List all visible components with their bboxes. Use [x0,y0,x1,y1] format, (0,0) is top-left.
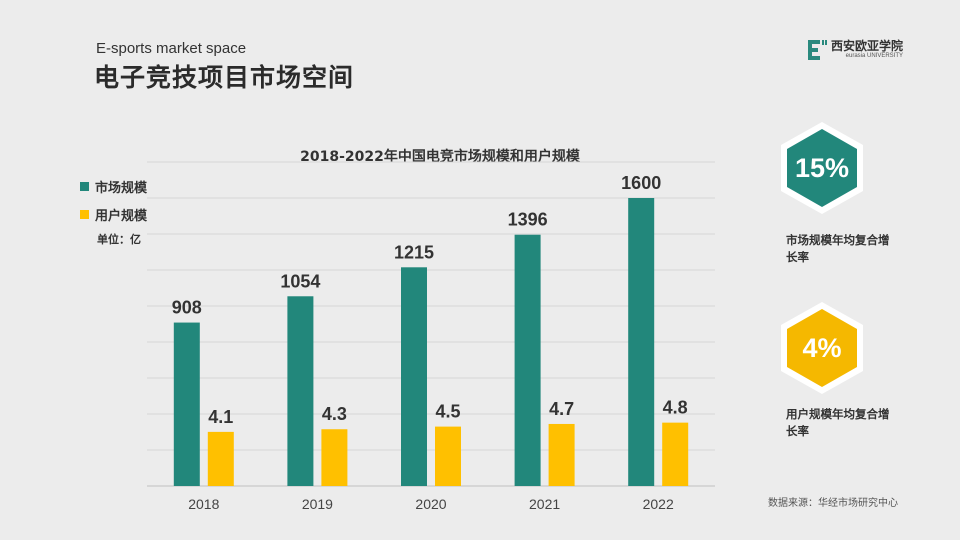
hexagon-icon [781,122,863,214]
bar-market-2021 [514,234,541,486]
x-tick-label-2021: 2021 [529,496,560,512]
legend-swatch-users [80,209,89,219]
data-label-market-2018: 908 [172,298,202,318]
bar-market-2018 [173,322,200,486]
data-label-market-2020: 1215 [394,242,434,262]
bar-market-2020 [401,267,427,486]
kpi-user-growth-value: 4% [802,332,842,363]
legend-item-market: 市场规模 [80,172,147,200]
bar-users-2020 [435,426,461,486]
page-subtitle-en: E-sports market space [96,40,247,57]
logo-mark-icon [808,40,827,60]
legend-label-market: 市场规模 [95,180,148,196]
chart-legend: 市场规模 用户规模 [80,172,147,228]
kpi-market-growth-label: 市场规模年均复合增长率 [786,233,890,264]
data-label-users-2018: 4.1 [208,407,233,427]
chart-title: 2018-2022年中国电竞市场规模和用户规模 [300,149,580,165]
data-label-market-2022: 1600 [621,173,661,193]
kpi-market-growth-value: 15% [794,152,850,183]
data-label-market-2019: 1054 [280,271,320,291]
unit-label: 单位：亿 [97,233,141,246]
legend-label-users: 用户规模 [95,208,148,224]
data-label-users-2022: 4.8 [663,398,688,418]
page-title: 电子竞技项目市场空间 [94,63,355,92]
data-label-users-2019: 4.3 [322,404,347,424]
logo-name-en: eurasia UNIVERSITY [845,53,904,59]
bar-users-2018 [207,431,234,486]
data-label-users-2020: 4.5 [435,402,460,422]
legend-item-users: 用户规模 [80,200,147,228]
data-source: 数据来源：华经市场研究中心 [768,498,898,509]
bar-users-2022 [662,422,689,486]
legend-swatch-market [80,181,89,191]
bar-users-2021 [548,423,575,486]
bar-market-2022 [628,198,655,486]
bar-market-2019 [287,296,314,486]
x-tick-label-2019: 2019 [302,496,333,512]
x-tick-label-2018: 2018 [188,496,219,512]
logo-name-cn: 西安欧亚学院 [831,39,904,53]
kpi-market-growth: 15% [778,120,866,216]
x-tick-label-2022: 2022 [643,496,674,512]
hexagon-icon [781,302,863,394]
kpi-user-growth-label: 用户规模年均复合增长率 [786,407,890,438]
data-label-users-2021: 4.7 [549,399,574,419]
x-tick-label-2020: 2020 [415,496,446,512]
kpi-user-growth: 4% [778,300,866,396]
bar-users-2019 [321,429,348,486]
logo: 西安欧亚学院 eurasia UNIVERSITY [808,40,903,60]
data-label-market-2021: 1396 [508,210,548,230]
